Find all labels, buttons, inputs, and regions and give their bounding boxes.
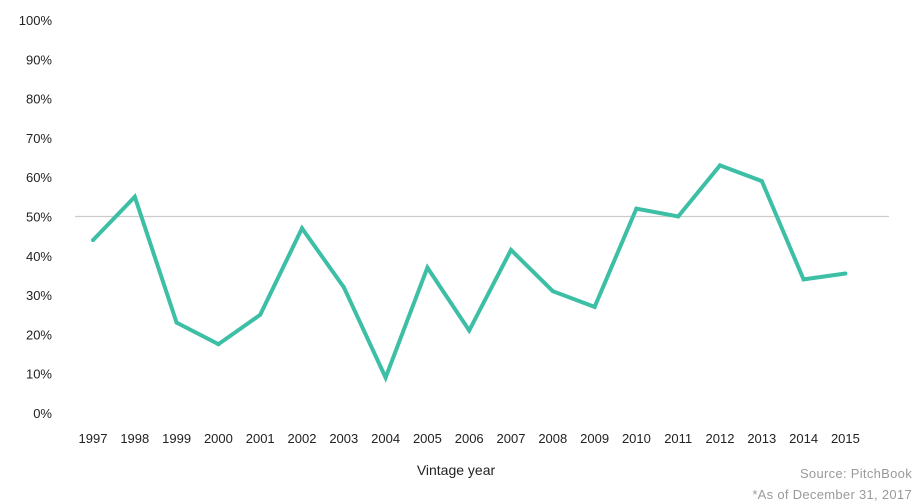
x-tick-label: 2006 (455, 431, 484, 446)
y-tick-label: 0% (33, 406, 52, 421)
x-tick-label: 2003 (329, 431, 358, 446)
data-point-2009 (592, 304, 597, 309)
y-tick-label: 60% (26, 170, 52, 185)
y-tick-label: 90% (26, 52, 52, 67)
x-axis-label: Vintage year (417, 462, 496, 478)
x-tick-label: 2011 (664, 431, 692, 446)
data-point-2010 (634, 206, 639, 211)
y-tick-label: 30% (26, 288, 52, 303)
x-tick-label: 2007 (497, 431, 526, 446)
data-point-2008 (550, 289, 555, 294)
data-point-1999 (174, 320, 179, 325)
x-tick-label: 2000 (204, 431, 233, 446)
data-point-2012 (718, 163, 722, 168)
series-layer (91, 163, 848, 383)
x-tick-label: 1998 (120, 431, 149, 446)
y-tick-label: 50% (26, 210, 52, 225)
y-axis-ticks: 0% 10% 20% 30% 40% 50% 60% 70% 80% 90% 100% (19, 13, 53, 421)
y-tick-label: 40% (26, 249, 52, 264)
data-point-1998 (132, 194, 137, 199)
x-tick-label: 2005 (413, 431, 442, 446)
x-tick-label: 2010 (622, 431, 651, 446)
y-tick-label: 100% (19, 13, 53, 28)
y-tick-label: 80% (26, 92, 52, 107)
x-tick-label: 2014 (789, 431, 818, 446)
data-point-2011 (676, 214, 681, 219)
x-tick-label: 2013 (747, 431, 776, 446)
data-point-2001 (258, 312, 263, 317)
x-tick-label: 2001 (246, 431, 275, 446)
footnote-text: *As of December 31, 2017 (752, 487, 912, 502)
data-point-2015 (843, 271, 848, 276)
x-tick-label: 2009 (580, 431, 609, 446)
data-point-2014 (801, 277, 806, 282)
x-tick-label: 2004 (371, 431, 400, 446)
x-tick-label: 2002 (288, 431, 317, 446)
x-axis-ticks: 1997 1998 1999 2000 2001 2002 2003 2004 2005 2006… (79, 431, 860, 446)
data-point-2007 (509, 247, 513, 252)
x-tick-label: 2008 (538, 431, 567, 446)
data-point-2000 (216, 342, 221, 347)
data-point-2002 (300, 226, 304, 231)
data-point-2006 (467, 328, 472, 333)
data-point-2005 (425, 265, 430, 270)
x-tick-label: 1997 (79, 431, 108, 446)
y-tick-label: 10% (26, 367, 52, 382)
data-point-2013 (759, 179, 764, 184)
x-tick-label: 2012 (706, 431, 735, 446)
y-tick-label: 70% (26, 131, 52, 146)
data-point-2003 (341, 285, 346, 290)
data-point-2004 (383, 375, 388, 380)
x-tick-label: 1999 (162, 431, 191, 446)
source-text: Source: PitchBook (800, 466, 912, 481)
y-tick-label: 20% (26, 327, 52, 342)
x-tick-label: 2015 (831, 431, 860, 446)
series-line (91, 163, 846, 383)
data-point-1997 (91, 238, 95, 243)
